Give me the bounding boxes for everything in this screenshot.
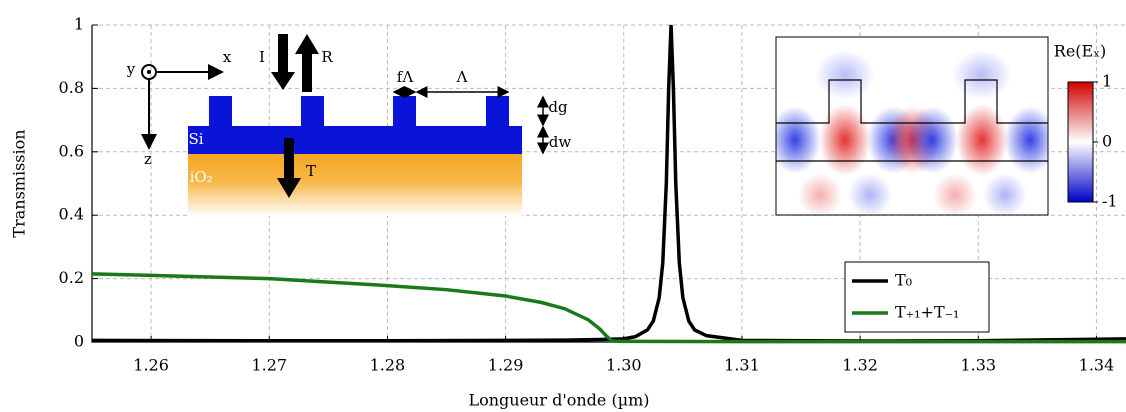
x-tick-label: 1.33 — [960, 356, 996, 375]
colorbar — [1067, 81, 1094, 203]
colorbar-tick-label: 0 — [1102, 132, 1112, 151]
axis-y-dot — [147, 70, 151, 74]
legend-label: T₀ — [895, 271, 912, 290]
series-line — [91, 272, 1126, 344]
y-tick-label: 0.2 — [59, 268, 84, 287]
x-tick-label: 1.31 — [724, 356, 760, 375]
colorbar-tick-label: 1 — [1102, 72, 1112, 91]
x-tick-label: 1.27 — [251, 356, 287, 375]
annotation: x — [223, 48, 232, 66]
legend: T₀ T₊₁+T₋₁ — [844, 261, 990, 333]
y-tick-label: 0.6 — [59, 141, 84, 160]
tooth — [301, 96, 324, 127]
y-tick-label: 0 — [74, 332, 84, 351]
annotation: T — [306, 162, 316, 180]
series-line — [91, 24, 1126, 343]
annotation: SiO₂ — [179, 168, 212, 186]
x-tick-label: 1.28 — [370, 356, 406, 375]
field-inset — [775, 36, 1094, 216]
annotation: dw — [549, 133, 572, 151]
arrow-reflected — [295, 34, 319, 92]
x-axis-label: Longueur d'onde (µm) — [468, 391, 649, 410]
annotation: fΛ — [397, 68, 414, 86]
annotation: z — [144, 150, 152, 168]
arrow-transmitted — [277, 138, 301, 198]
slab — [188, 126, 522, 154]
plot-area: 0 0.2 0.4 0.6 0.8 1 1.26 1.27 1.28 1.29 1.30 1.31 1.… — [10, 15, 1126, 410]
legend-box — [844, 261, 990, 333]
y-tick-label: 1 — [74, 15, 84, 34]
annotation: I — [259, 48, 265, 66]
legend-label: T₊₁+T₋₁ — [895, 303, 959, 322]
schematic — [141, 34, 549, 216]
colorbar-label: Re(Eₓ) — [1054, 42, 1106, 61]
x-tick-label: 1.30 — [606, 356, 642, 375]
y-tick-label: 0.8 — [59, 78, 84, 97]
x-tick-label: 1.32 — [842, 356, 878, 375]
arrow-incident — [271, 34, 295, 90]
annotation: dg — [548, 98, 568, 116]
annotation: Λ — [456, 68, 468, 86]
x-tick-label: 1.26 — [133, 356, 169, 375]
y-tick-label: 0.4 — [59, 205, 84, 224]
tooth — [486, 96, 509, 127]
colorbar-tick-label: -1 — [1102, 192, 1118, 211]
annotation: y — [126, 60, 136, 78]
structure-outline — [776, 79, 1048, 162]
x-tick-label: 1.34 — [1079, 356, 1115, 375]
inset-frame — [775, 36, 1049, 216]
x-tick-label: 1.29 — [488, 356, 524, 375]
tooth — [209, 96, 232, 127]
annotation: R — [321, 48, 333, 66]
tooth — [393, 96, 416, 127]
annotation: Si — [188, 130, 203, 148]
y-axis-label: Transmission — [10, 129, 29, 237]
substrate — [188, 154, 522, 216]
